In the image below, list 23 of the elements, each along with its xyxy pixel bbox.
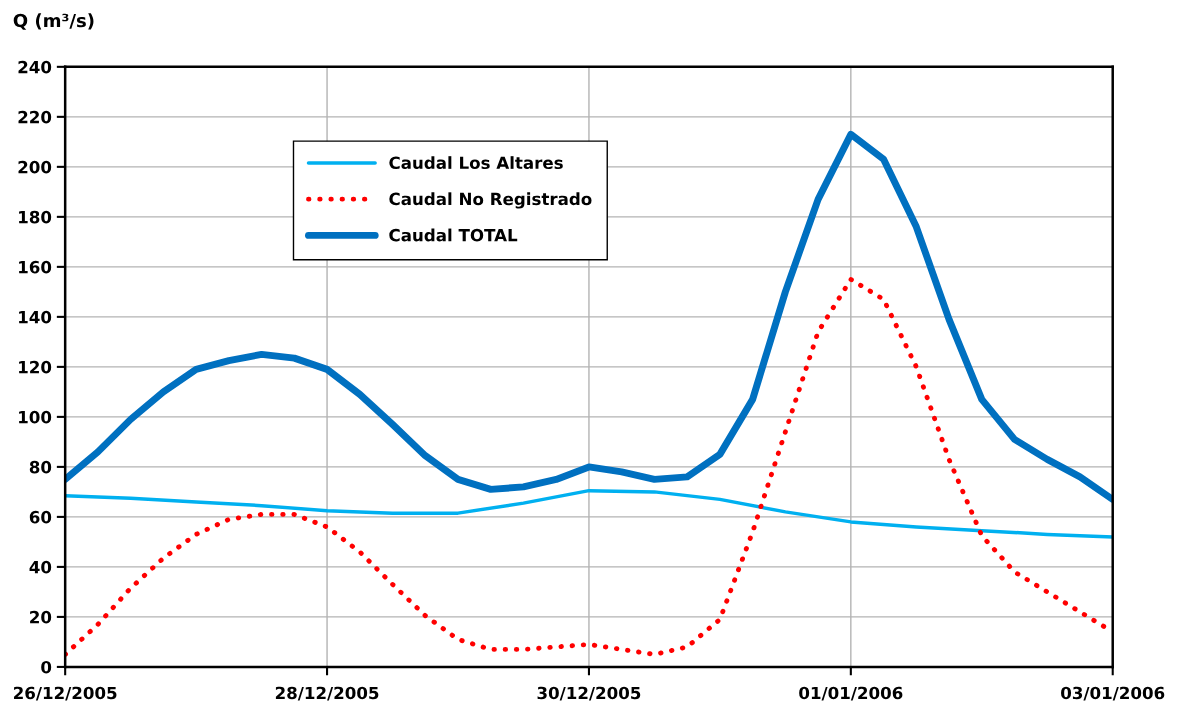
y-tick-label: 100	[19, 410, 52, 424]
x-tick-label: 30/12/2005	[537, 686, 641, 701]
y-tick-label: 160	[19, 260, 52, 274]
x-tick-label: 26/12/2005	[14, 686, 117, 701]
y-tick-label: 40	[29, 560, 52, 574]
y-tick-label: 80	[29, 460, 52, 474]
x-tick-label: 01/01/2006	[799, 686, 903, 701]
line-series	[65, 488, 1113, 539]
y-tick-label: 220	[18, 110, 52, 124]
y-tick-label: 0	[41, 660, 52, 674]
y-axis-title: Q (m³/s)	[13, 13, 94, 30]
y-tick-label: 120	[19, 360, 52, 374]
legend-label: Caudal No Registrado	[389, 192, 592, 209]
legend-label: Caudal Los Altares	[389, 156, 563, 170]
y-tick-label: 20	[30, 610, 52, 624]
y-tick-label: 60	[29, 510, 52, 524]
legend-label: Caudal TOTAL	[389, 228, 518, 242]
y-tick-label: 240	[18, 60, 52, 74]
x-tick-label: 28/12/2005	[275, 686, 379, 701]
y-tick-label: 180	[19, 210, 52, 224]
y-tick-label: 140	[19, 310, 52, 324]
y-tick-label: 200	[18, 160, 52, 174]
x-tick-label: 03/01/2006	[1061, 686, 1165, 701]
